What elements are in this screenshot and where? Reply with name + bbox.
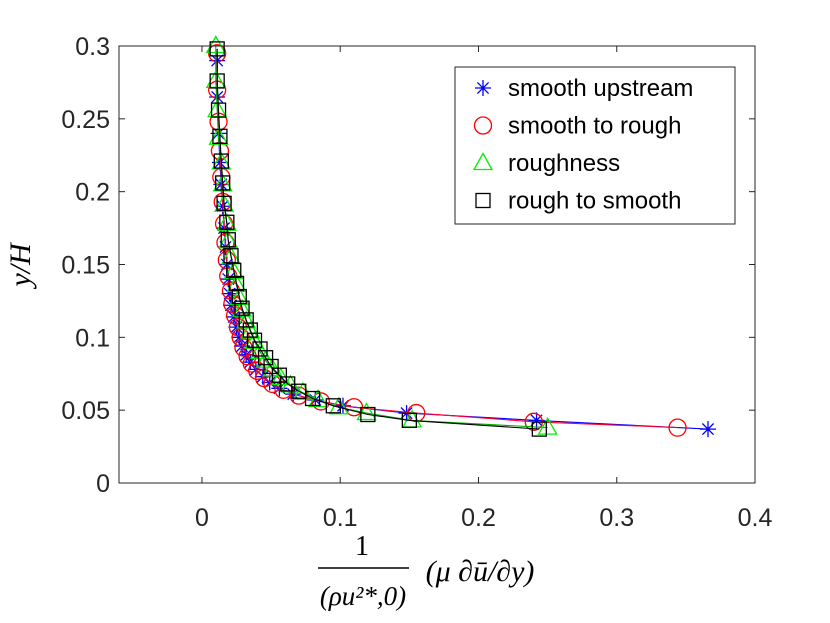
data-point-rough-to-smooth [209, 73, 225, 89]
data-point-roughness [205, 35, 226, 54]
data-point-roughness [212, 173, 233, 192]
data-point-rough-to-smooth [219, 214, 235, 230]
x-tick-label: 0 [195, 504, 209, 532]
data-point-rough-to-smooth [215, 175, 231, 191]
y-axis-label-text: y/H [4, 241, 37, 290]
legend-label: smooth upstream [508, 75, 693, 102]
data-point-smooth-upstream [222, 297, 239, 314]
y-tick-label: 0.1 [75, 324, 110, 352]
data-point-roughness [216, 212, 237, 231]
x-label-denominator: (ρu²*,0) [320, 581, 406, 611]
data-point-roughness [240, 320, 261, 339]
data-point-roughness [218, 230, 239, 249]
data-point-rough-to-smooth [263, 358, 279, 375]
data-point-rough-to-smooth [238, 312, 254, 328]
y-tick-label: 0 [96, 470, 110, 498]
data-point-roughness [537, 416, 558, 435]
x-axis-label: 1 (ρu²*,0) (μ ∂ū/∂y) [318, 531, 534, 611]
data-point-roughness [236, 310, 257, 329]
data-point-roughness [231, 298, 253, 317]
legend-item-smooth-upstream: smooth upstream [475, 75, 693, 102]
data-point-rough-to-smooth [216, 195, 232, 211]
data-point-rough-to-smooth [531, 421, 547, 437]
data-point-rough-to-smooth [257, 350, 274, 366]
data-point-roughness [208, 126, 229, 145]
series-rough-to-smooth [209, 41, 547, 437]
data-point-roughness [213, 193, 235, 212]
data-point-roughness [223, 260, 244, 279]
legend-item-rough-to-smooth: rough to smooth [475, 188, 681, 215]
y-tick-label: 0.05 [61, 397, 110, 425]
legend-marker-rough-to-smooth [475, 192, 491, 209]
legend-marker-roughness [472, 152, 494, 171]
data-point-rough-to-smooth [325, 398, 341, 414]
data-point-rough-to-smooth [223, 248, 239, 264]
data-point-rough-to-smooth [220, 232, 236, 248]
data-point-roughness [229, 287, 250, 306]
legend-label: roughness [508, 150, 620, 177]
data-point-smooth-upstream [228, 319, 245, 336]
data-point-smooth-upstream [238, 346, 255, 363]
x-tick-label: 0.1 [323, 504, 358, 532]
data-point-roughness [226, 274, 247, 293]
y-tick-label: 0.15 [61, 252, 110, 280]
y-axis-label: y/H [4, 241, 37, 290]
data-point-rough-to-smooth [210, 102, 227, 118]
data-point-rough-to-smooth [252, 341, 268, 357]
x-label-numerator: 1 [355, 531, 369, 562]
series-layer [205, 35, 716, 438]
data-point-rough-to-smooth [401, 412, 417, 429]
y-tick-label: 0.3 [75, 33, 110, 61]
x-tick-label: 0.4 [738, 504, 773, 532]
data-point-smooth-upstream [699, 421, 716, 438]
data-point-rough-to-smooth [231, 288, 247, 305]
data-point-smooth-upstream [225, 308, 242, 325]
data-point-rough-to-smooth [242, 322, 258, 338]
legend-label: smooth to rough [508, 113, 681, 140]
legend-marker-smooth-to-rough [473, 116, 493, 135]
legend: smooth upstream smooth to rough roughness r… [454, 66, 736, 225]
data-point-smooth-upstream [285, 386, 302, 403]
legend-marker-smooth-upstream [475, 80, 491, 96]
data-point-smooth-upstream [221, 285, 238, 302]
legend-item-roughness: roughness [472, 150, 620, 177]
data-point-smooth-upstream [528, 412, 545, 429]
data-point-rough-to-smooth [212, 128, 228, 144]
data-point-smooth-to-rough [668, 418, 687, 437]
y-tick-label: 0.25 [61, 106, 110, 134]
data-point-roughness [356, 402, 377, 421]
x-label-factor: (μ ∂ū/∂y) [426, 555, 535, 588]
data-point-roughness [244, 330, 265, 349]
data-point-smooth-upstream [231, 329, 248, 346]
data-point-rough-to-smooth [213, 153, 229, 169]
legend-item-smooth-to-rough: smooth to rough [473, 113, 681, 140]
tick-layer: 0 0.1 0.2 0.3 0.4 0 0.05 0.1 0.15 0.2 0.25 0.3 [61, 33, 772, 532]
legend-box [454, 66, 736, 225]
data-point-rough-to-smooth [234, 300, 250, 316]
data-point-rough-to-smooth [228, 275, 245, 292]
data-point-rough-to-smooth [209, 41, 225, 57]
data-point-smooth-upstream [211, 154, 228, 171]
x-tick-label: 0.2 [461, 504, 496, 532]
data-point-rough-to-smooth [280, 376, 296, 392]
legend-label: rough to smooth [508, 188, 681, 215]
y-tick-label: 0.2 [75, 179, 110, 207]
data-point-rough-to-smooth [271, 367, 288, 383]
data-point-rough-to-smooth [246, 332, 263, 348]
x-tick-label: 0.3 [599, 504, 634, 532]
data-point-rough-to-smooth [360, 406, 376, 423]
